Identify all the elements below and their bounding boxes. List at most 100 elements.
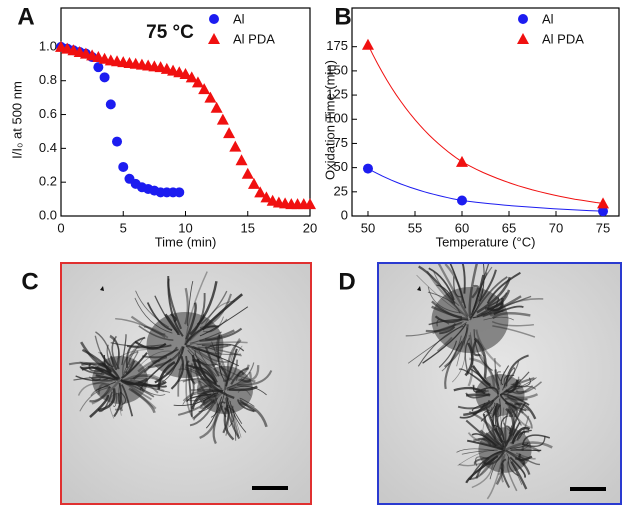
flake: [518, 453, 533, 462]
flake: [121, 352, 148, 379]
flake: [509, 442, 529, 449]
flake: [120, 377, 166, 385]
flake: [224, 397, 229, 436]
flake: [476, 276, 512, 314]
marker: [235, 154, 248, 166]
flake: [195, 365, 221, 388]
flake: [436, 336, 453, 352]
flake: [230, 367, 249, 385]
flake: [456, 448, 495, 453]
marker: [210, 101, 223, 113]
flake: [466, 393, 491, 397]
flake: [159, 352, 180, 379]
flake: [95, 374, 119, 381]
y-tick-label: 0.2: [39, 174, 57, 189]
flake: [465, 419, 506, 451]
flake: [186, 391, 220, 402]
marker: [174, 187, 185, 198]
flake: [472, 297, 500, 319]
flake: [439, 326, 456, 335]
flake: [492, 295, 532, 312]
flake: [68, 361, 105, 376]
flake: [192, 389, 213, 395]
flake: [511, 381, 543, 395]
flake: [109, 335, 120, 370]
flake: [515, 385, 534, 394]
micrograph: [377, 262, 622, 505]
fit-curve: [367, 44, 604, 204]
flake: [407, 321, 467, 364]
flake: [475, 329, 502, 368]
x-tick-label: 5: [120, 220, 127, 235]
flake: [219, 401, 227, 418]
flake: [94, 335, 114, 368]
flake: [196, 314, 205, 325]
flake: [426, 270, 469, 319]
x-tick-label: 60: [455, 220, 469, 235]
legend-marker: [518, 14, 528, 24]
flake: [138, 325, 174, 341]
flake: [199, 293, 232, 330]
flake: [427, 291, 461, 314]
flake: [492, 424, 505, 448]
flake: [441, 335, 462, 372]
flake: [199, 391, 224, 410]
y-tick-label: 0: [341, 207, 348, 222]
flake: [225, 393, 242, 438]
flake: [522, 434, 551, 446]
flake: [476, 301, 504, 318]
flake: [480, 402, 496, 422]
x-tick-label: 20: [303, 220, 317, 235]
flake: [186, 393, 212, 402]
flake: [200, 399, 211, 407]
flake: [481, 395, 500, 434]
x-tick-label: 55: [408, 220, 422, 235]
y-tick-label: 100: [326, 111, 348, 126]
flake: [228, 385, 258, 392]
marker: [179, 67, 192, 79]
flake: [218, 354, 228, 391]
flake: [471, 369, 491, 387]
flake: [120, 391, 127, 406]
marker: [105, 99, 116, 110]
flake: [471, 284, 480, 299]
flake: [189, 281, 218, 336]
flake: [469, 449, 505, 481]
flake: [199, 327, 243, 342]
flake: [436, 319, 450, 327]
flake: [509, 456, 526, 479]
flake: [120, 384, 134, 417]
flake: [196, 341, 248, 346]
flake: [121, 334, 127, 366]
flake: [466, 439, 504, 451]
flake: [122, 380, 171, 393]
marker: [598, 206, 609, 217]
flake: [184, 287, 189, 325]
flake: [167, 275, 184, 337]
marker: [247, 177, 260, 189]
flake: [184, 271, 208, 345]
marker: [260, 191, 273, 203]
flake: [500, 453, 506, 483]
x-axis-label: Temperature (°C): [436, 234, 536, 249]
legend-label: Al PDA: [233, 31, 275, 46]
flake: [495, 398, 502, 418]
flake: [508, 425, 513, 434]
legend-label: Al: [542, 11, 554, 26]
flake: [475, 386, 499, 395]
flake: [505, 408, 515, 444]
panel-label: A: [17, 3, 34, 30]
y-tick-label: 0.8: [39, 72, 57, 87]
flake: [461, 262, 466, 294]
panel-label: B: [334, 3, 351, 30]
speck: [100, 286, 104, 291]
flake: [237, 370, 273, 387]
flake: [134, 340, 167, 350]
flake: [427, 286, 462, 314]
annotation: 75 °C: [146, 22, 194, 43]
speck: [417, 286, 421, 291]
flake: [196, 384, 212, 392]
particle: [68, 271, 273, 445]
panel-label: D: [338, 268, 355, 295]
